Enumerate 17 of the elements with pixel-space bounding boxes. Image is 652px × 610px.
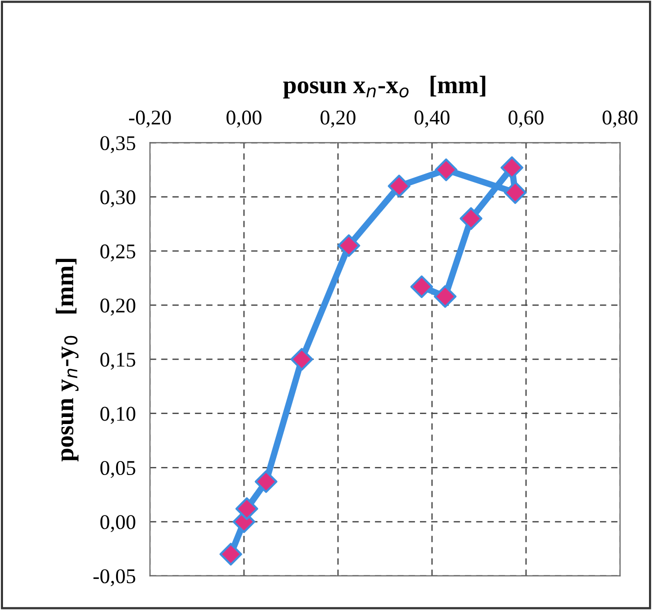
y-tick-label: 0,25: [100, 244, 136, 262]
y-tick-label: 0,05: [100, 460, 136, 478]
y-tick-label: 0,00: [100, 515, 136, 532]
y-tick-label: 0,30: [100, 190, 136, 208]
x-tick-label: 0,20: [320, 110, 356, 128]
y-tick-label: -0,05: [93, 569, 136, 586]
x-tick-label: 0,40: [414, 110, 450, 128]
x-tick-label: 0,60: [508, 110, 544, 128]
y-tick-label: 0,20: [100, 298, 136, 316]
y-tick-label: 0,15: [100, 352, 136, 370]
y-tick-label: 0,10: [100, 406, 136, 424]
text: posun y$_{n}$-y$_{0}$ [mm]: [56, 258, 79, 462]
x-tick-label: 0,00: [226, 110, 262, 128]
y-tick-label: 0,35: [100, 136, 136, 154]
x-tick-label: 0,80: [602, 110, 638, 128]
text: posun x$_{n}$-x$_{o}$ [mm]: [283, 76, 486, 98]
x-tick-label: -0,20: [129, 110, 171, 128]
